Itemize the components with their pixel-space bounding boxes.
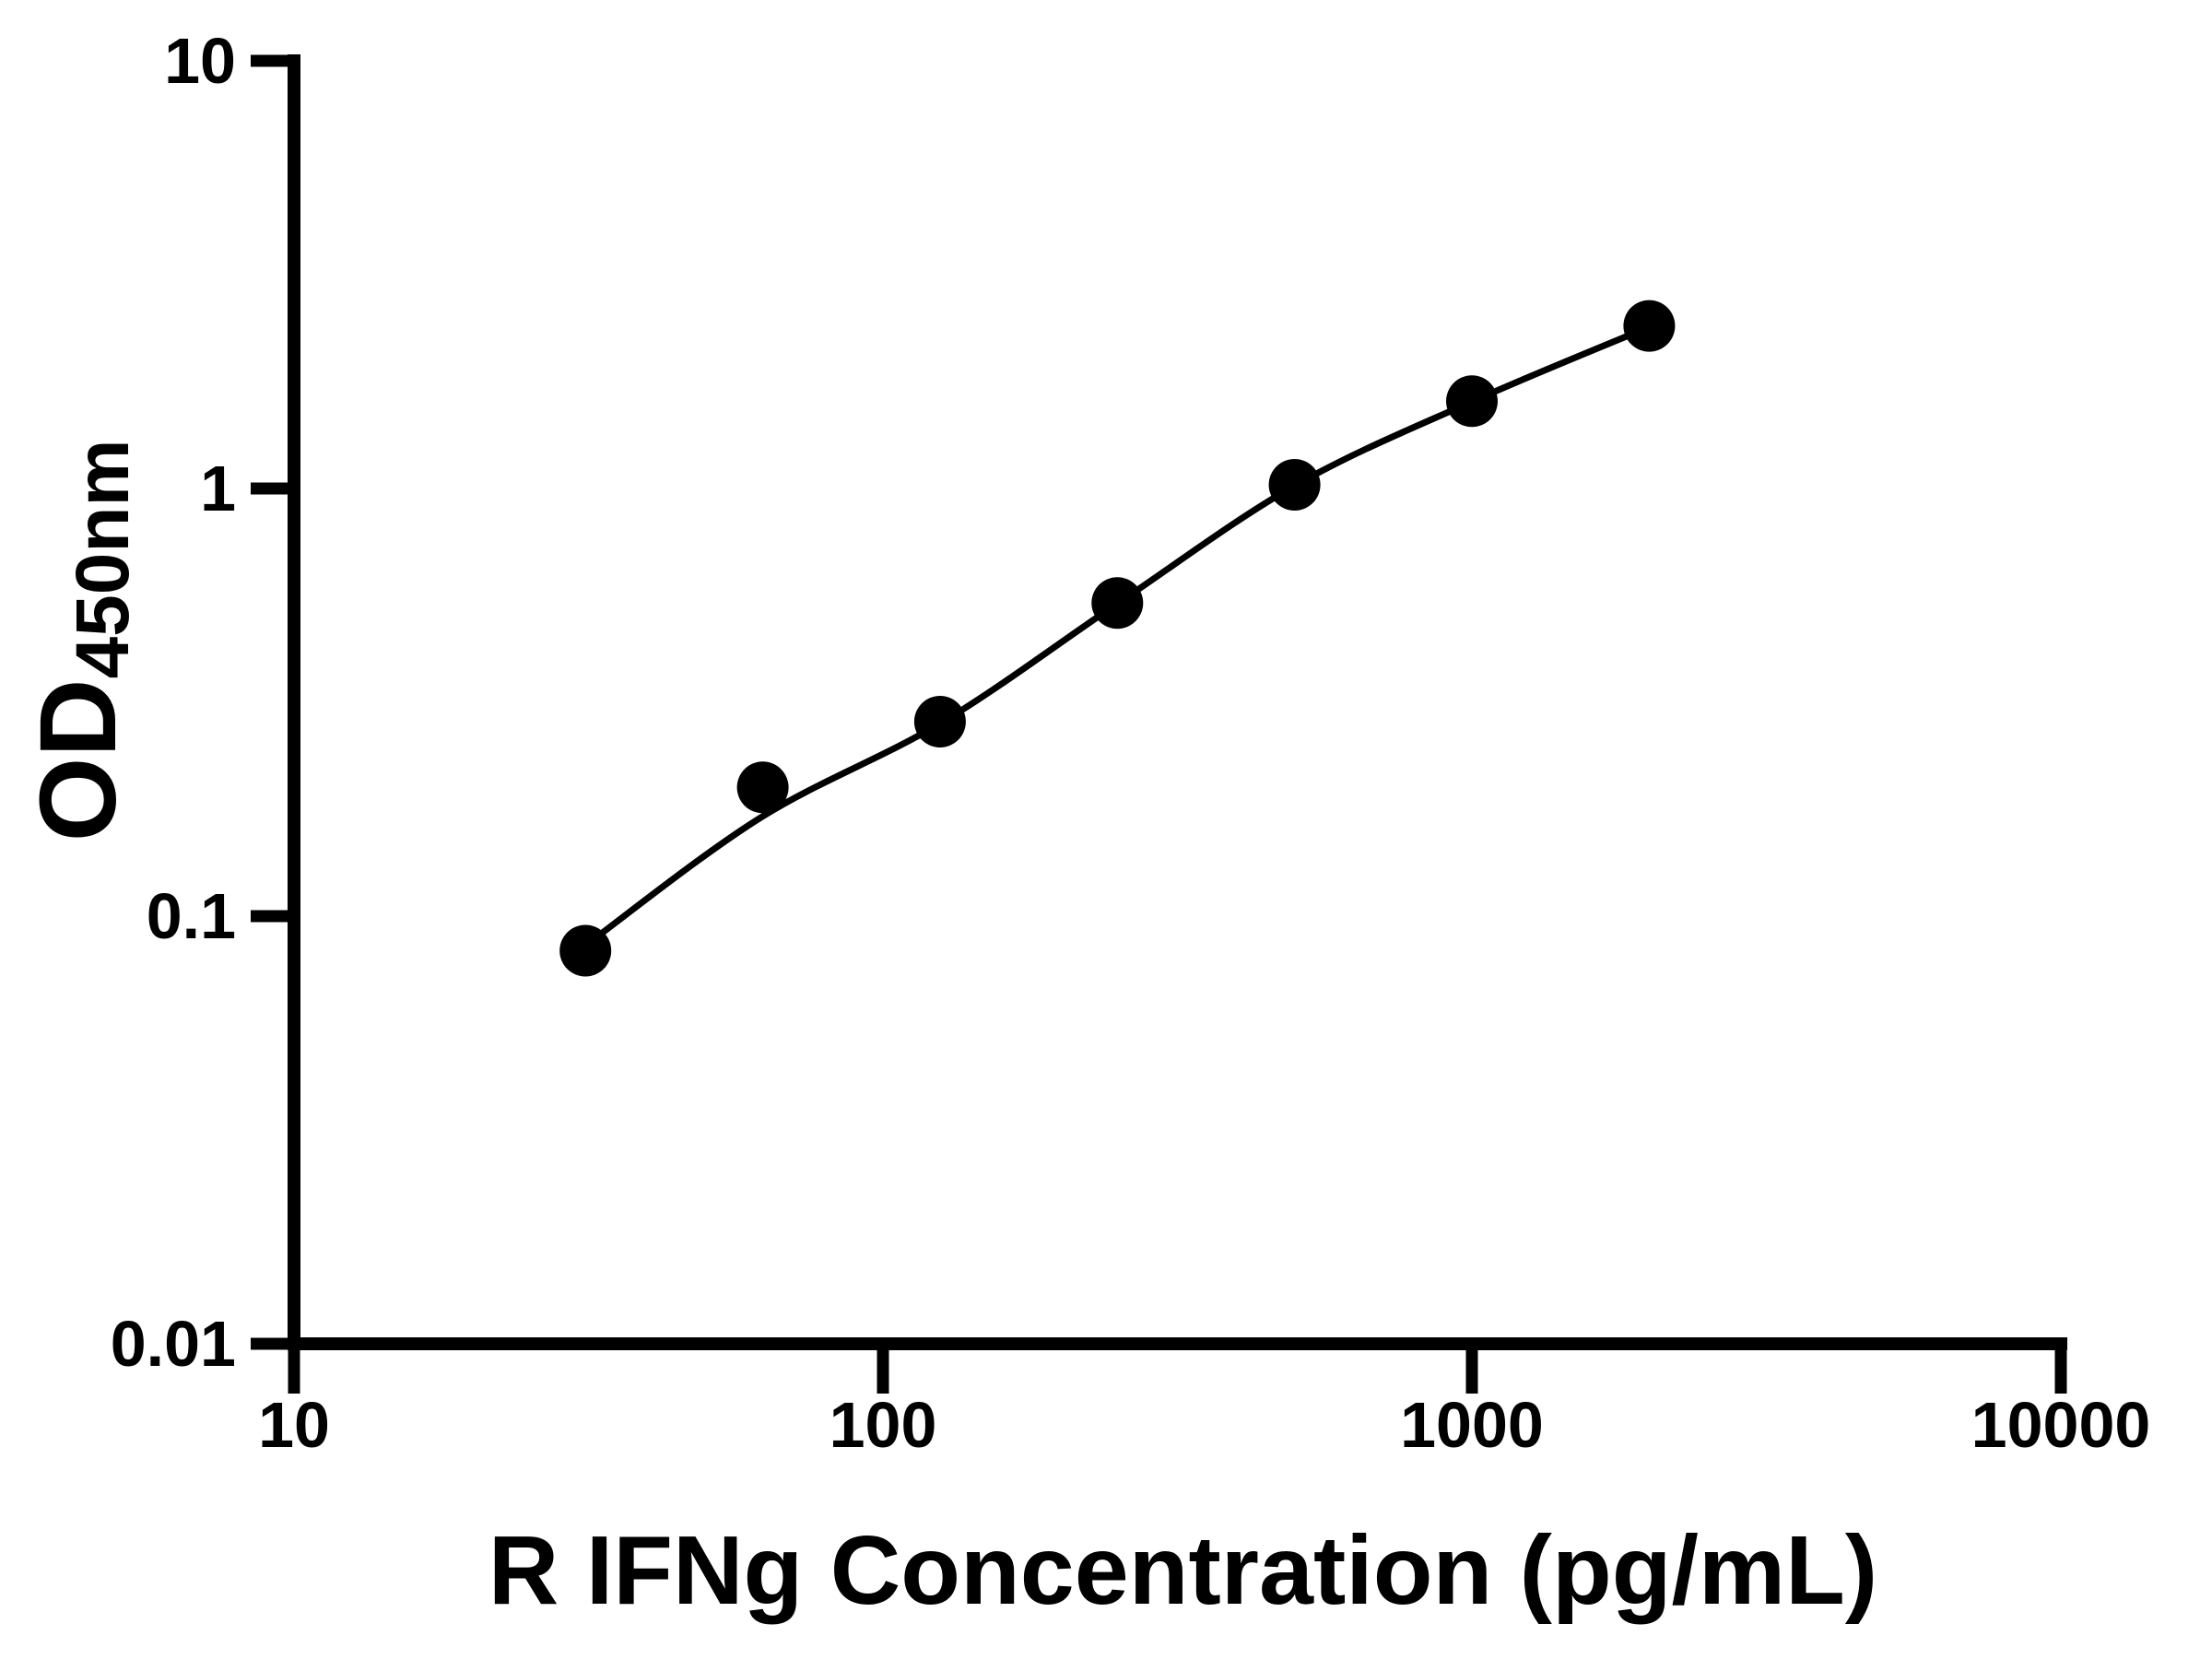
x-tick-label: 10 (258, 1389, 330, 1461)
fit-curve-line (588, 323, 1653, 945)
y-tick-label: 0.1 (147, 880, 236, 952)
y-tick-label: 1 (200, 453, 236, 524)
data-point-marker (736, 761, 789, 814)
y-axis-title-subscript: 450nm (61, 440, 145, 679)
data-point-marker (559, 924, 612, 977)
data-point-marker (913, 696, 966, 747)
data-point-marker (1268, 459, 1321, 511)
data-point-marker (1623, 300, 1676, 352)
x-tick-label: 10000 (1971, 1389, 2151, 1461)
data-point-marker (1091, 577, 1144, 629)
x-tick-label: 1000 (1400, 1389, 1544, 1461)
y-tick-label: 10 (164, 25, 236, 97)
x-axis-title: R IFNg Concentration (pg/mL) (488, 1516, 1877, 1625)
y-axis-title: OD450nm (18, 440, 145, 842)
x-tick-label: 100 (830, 1389, 937, 1461)
y-tick-label: 0.01 (111, 1308, 236, 1380)
data-point-marker (1446, 375, 1498, 428)
y-axis-title-main: OD (18, 678, 139, 841)
